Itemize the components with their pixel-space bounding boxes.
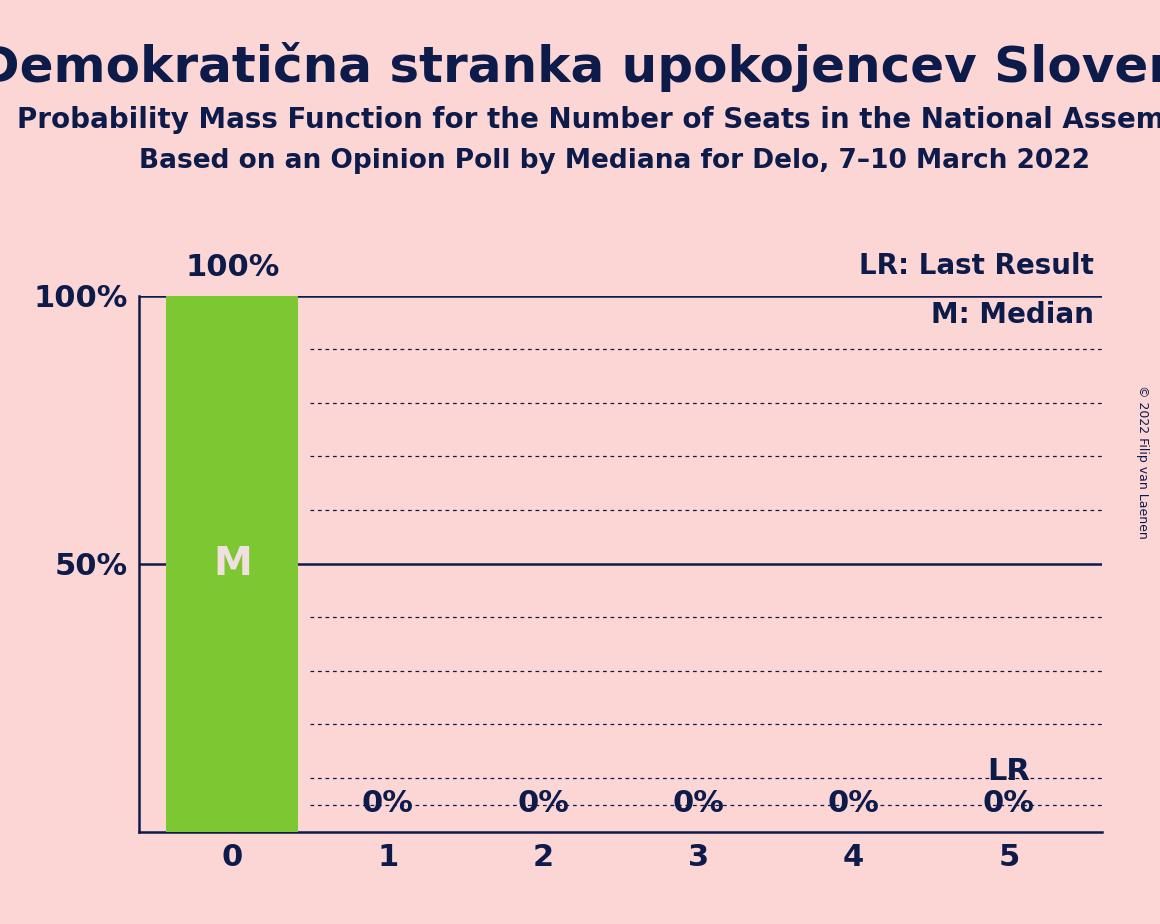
- Text: 0%: 0%: [673, 789, 724, 819]
- Text: M: Median: M: Median: [931, 301, 1094, 329]
- Text: 0%: 0%: [362, 789, 414, 819]
- Text: © 2022 Filip van Laenen: © 2022 Filip van Laenen: [1136, 385, 1150, 539]
- Text: 0%: 0%: [827, 789, 879, 819]
- Text: LR: LR: [987, 757, 1030, 786]
- Text: Demokratična stranka upokojencev Slovenije: Demokratična stranka upokojencev Sloveni…: [0, 42, 1160, 91]
- Text: LR: Last Result: LR: Last Result: [860, 251, 1094, 280]
- Text: 0%: 0%: [517, 789, 568, 819]
- Text: Probability Mass Function for the Number of Seats in the National Assembly: Probability Mass Function for the Number…: [17, 106, 1160, 134]
- Text: 0%: 0%: [983, 789, 1035, 819]
- Text: 100%: 100%: [186, 253, 280, 283]
- Text: M: M: [213, 544, 252, 583]
- Bar: [166, 296, 298, 832]
- Text: Based on an Opinion Poll by Mediana for Delo, 7–10 March 2022: Based on an Opinion Poll by Mediana for …: [139, 148, 1090, 174]
